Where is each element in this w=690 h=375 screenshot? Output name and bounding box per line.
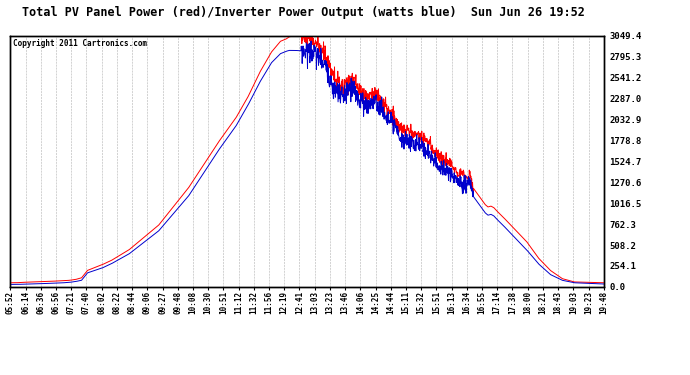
Text: Total PV Panel Power (red)/Inverter Power Output (watts blue)  Sun Jun 26 19:52: Total PV Panel Power (red)/Inverter Powe…	[22, 6, 585, 19]
Text: Copyright 2011 Cartronics.com: Copyright 2011 Cartronics.com	[13, 39, 148, 48]
